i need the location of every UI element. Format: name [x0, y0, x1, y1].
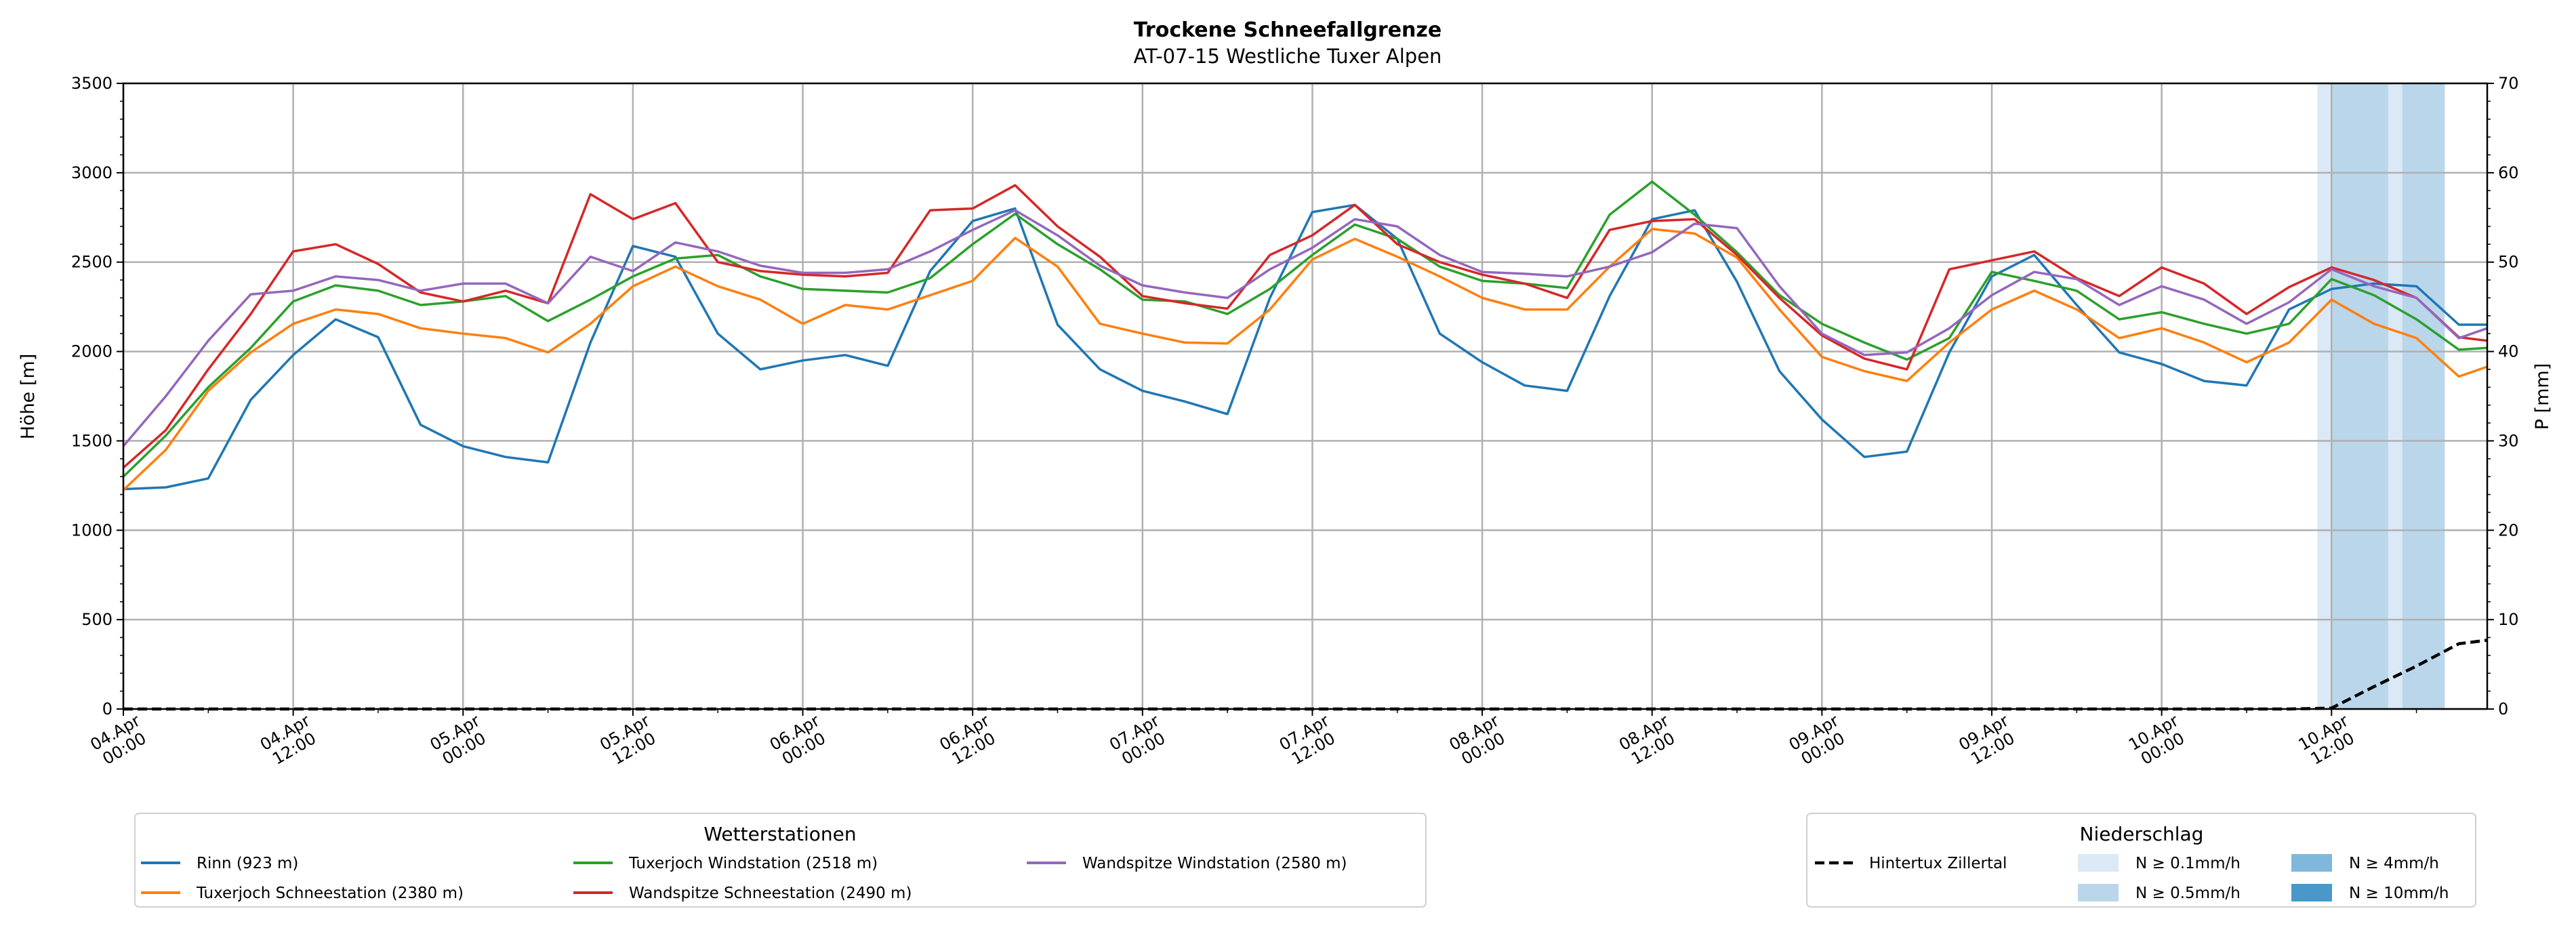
series-line-2: [122, 180, 2488, 478]
y2-tick-label: 70: [2498, 74, 2519, 93]
precip-band: [2331, 83, 2388, 709]
y2-tick-label: 0: [2498, 700, 2508, 718]
legend-label: Wandspitze Schneestation (2490 m): [629, 885, 912, 902]
chart-title: Trockene Schneefallgrenze: [1134, 18, 1442, 42]
y2-tick-label: 10: [2498, 610, 2519, 629]
y2-tick-label: 30: [2498, 431, 2519, 450]
y2-tick-label: 20: [2498, 521, 2519, 540]
legend-label: N ≥ 0.1mm/h: [2135, 855, 2241, 872]
legend-item-station: Rinn (923 m): [141, 855, 298, 872]
legend-precip-station-label: Hintertux Zillertal: [1869, 855, 2007, 872]
legend-label: N ≥ 4mm/h: [2349, 855, 2439, 872]
legend-precip: Niederschlag Hintertux Zillertal N ≥ 0.1…: [1806, 813, 2476, 908]
y2-tick-label: 50: [2498, 253, 2519, 272]
legend-item-precip-level: N ≥ 4mm/h: [2291, 854, 2439, 872]
legend-swatch: [2291, 884, 2332, 901]
y-axis-label: Höhe [m]: [18, 354, 39, 440]
plot-frame: [122, 82, 2489, 710]
legend-label: Rinn (923 m): [197, 855, 298, 872]
chart-subtitle: AT-07-15 Westliche Tuxer Alpen: [1134, 45, 1442, 68]
legend-label: N ≥ 10mm/h: [2349, 885, 2449, 902]
series-line-1: [122, 228, 2488, 491]
y2-tick-label: 40: [2498, 342, 2519, 361]
precip-cumulative-line: [123, 639, 2488, 711]
series-line-0: [123, 203, 2487, 491]
legend-item-station: Wandspitze Windstation (2580 m): [1027, 855, 1347, 872]
legend-stations-title: Wetterstationen: [703, 823, 856, 845]
legend-label: Wandspitze Windstation (2580 m): [1082, 855, 1347, 872]
series-line-4: [122, 209, 2488, 447]
y2-tick-label: 60: [2498, 163, 2519, 182]
legend-item-station: Tuxerjoch Schneestation (2380 m): [141, 885, 464, 902]
legend-label: Tuxerjoch Windstation (2518 m): [628, 855, 878, 872]
legend-swatch: [2291, 854, 2332, 872]
y-tick-label: 2000: [71, 342, 113, 361]
precip-band: [2402, 83, 2445, 709]
y-tick-label: 1500: [71, 431, 113, 450]
y-tick-label: 1000: [71, 521, 113, 540]
legend-item-precip-level: N ≥ 0.5mm/h: [2078, 884, 2241, 902]
y-tick-label: 0: [102, 700, 113, 718]
legend-swatch: [2078, 884, 2119, 901]
legend-item-precip-level: N ≥ 0.1mm/h: [2078, 854, 2241, 872]
legend-label: N ≥ 0.5mm/h: [2135, 885, 2241, 902]
legend-item-precip-level: N ≥ 10mm/h: [2291, 884, 2449, 902]
y-tick-label: 500: [81, 610, 113, 629]
legend-item-station: Tuxerjoch Windstation (2518 m): [573, 855, 878, 872]
legend-precip-title: Niederschlag: [2080, 823, 2204, 845]
legend-stations: Wetterstationen Rinn (923 m) Tuxerjoch Sc…: [134, 813, 1427, 908]
legend-swatch: [2078, 854, 2119, 872]
y-tick-label: 3000: [71, 163, 113, 182]
legend-label: Tuxerjoch Schneestation (2380 m): [196, 885, 464, 902]
series-line-3: [122, 184, 2488, 469]
y2-axis-label: P [mm]: [2532, 363, 2553, 430]
legend-item-station: Wandspitze Schneestation (2490 m): [573, 885, 912, 902]
y-tick-label: 3500: [71, 74, 113, 93]
y-tick-label: 2500: [71, 253, 113, 272]
